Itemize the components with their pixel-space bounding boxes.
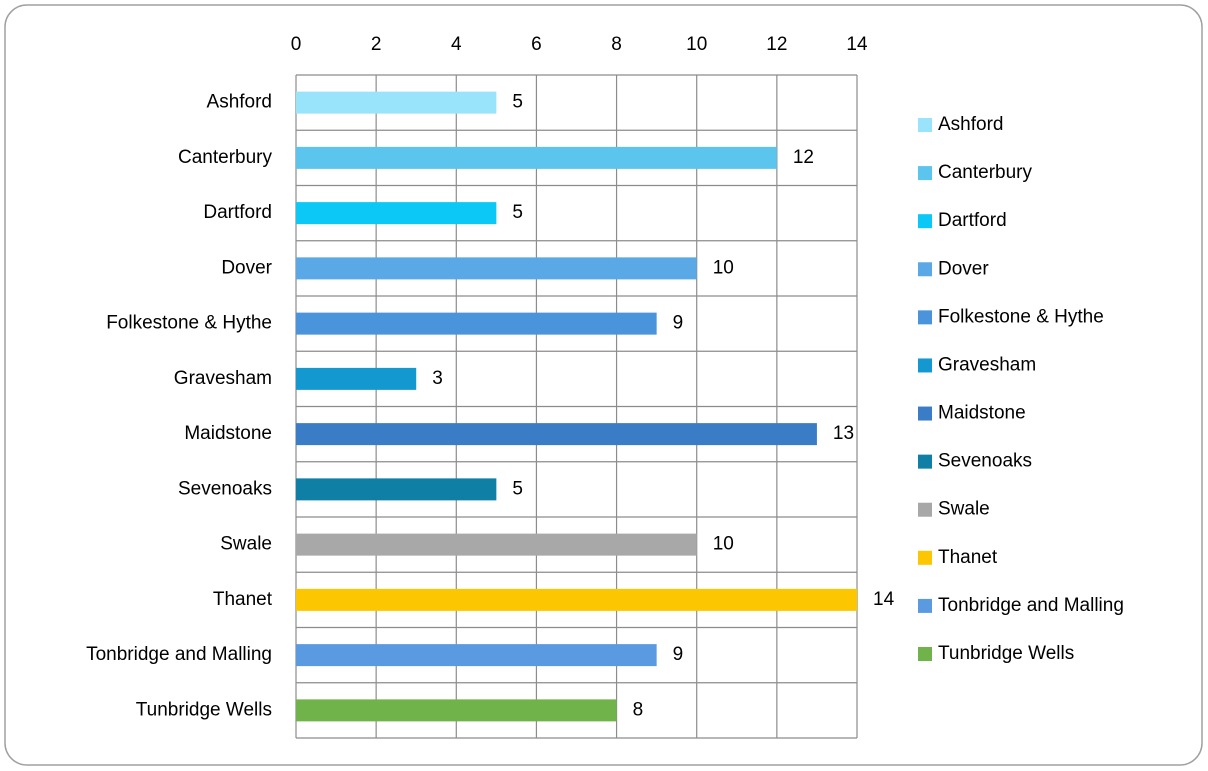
legend-swatch (918, 406, 932, 421)
x-tick-label: 6 (531, 34, 542, 55)
data-label: 9 (673, 313, 684, 334)
bar (296, 423, 817, 446)
bar (296, 644, 657, 667)
y-tick-label: Gravesham (174, 368, 272, 389)
data-label: 8 (633, 699, 644, 720)
legend-label: Swale (938, 499, 990, 520)
data-label: 14 (873, 589, 895, 610)
legend-swatch (918, 502, 932, 517)
bar (296, 91, 497, 114)
y-tick-label: Tonbridge and Malling (86, 644, 272, 665)
legend-label: Thanet (938, 547, 998, 568)
x-tick-label: 2 (371, 34, 382, 55)
y-tick-label: Tunbridge Wells (136, 699, 272, 720)
x-tick-label: 14 (846, 34, 868, 55)
legend-label: Canterbury (938, 162, 1032, 183)
legend-swatch (918, 358, 932, 373)
legend-swatch (918, 262, 932, 277)
x-tick-label: 8 (611, 34, 622, 55)
data-label: 13 (833, 423, 854, 444)
y-tick-label: Thanet (213, 589, 273, 610)
data-label: 10 (713, 534, 734, 555)
x-tick-label: 4 (451, 34, 462, 55)
legend-label: Dartford (938, 210, 1007, 231)
legend-swatch (918, 118, 932, 132)
legend-swatch (918, 166, 932, 181)
data-label: 9 (673, 644, 684, 665)
bar (296, 478, 497, 501)
data-label: 3 (432, 368, 443, 389)
bar (296, 146, 777, 169)
data-label: 5 (512, 92, 523, 113)
legend-label: Dover (938, 258, 989, 279)
y-tick-label: Ashford (207, 92, 272, 113)
legend-swatch (918, 454, 932, 469)
data-label: 5 (512, 478, 523, 499)
x-tick-label: 10 (686, 34, 707, 55)
y-tick-label: Dartford (203, 202, 272, 223)
y-tick-label: Folkestone & Hythe (106, 313, 272, 334)
legend-label: Tonbridge and Malling (938, 595, 1124, 616)
x-tick-label: 0 (291, 34, 302, 55)
bar (296, 588, 857, 611)
legend-label: Gravesham (938, 354, 1036, 375)
y-tick-label: Maidstone (184, 423, 272, 444)
y-tick-label: Canterbury (178, 147, 272, 168)
y-tick-label: Swale (220, 534, 272, 555)
legend-swatch (918, 550, 932, 565)
bar (296, 699, 617, 722)
data-label: 12 (793, 147, 814, 168)
bar (296, 367, 417, 390)
bar (296, 202, 497, 225)
bar (296, 312, 657, 335)
bar (296, 257, 697, 280)
x-tick-label: 12 (766, 34, 787, 55)
legend-swatch (918, 310, 932, 325)
legend-label: Folkestone & Hythe (938, 306, 1104, 327)
legend-swatch (918, 214, 932, 229)
bar (296, 533, 697, 556)
legend-swatch (918, 647, 932, 661)
legend-swatch (918, 598, 932, 613)
legend-label: Ashford (938, 114, 1003, 135)
data-label: 10 (713, 257, 734, 278)
y-tick-label: Dover (221, 257, 272, 278)
y-tick-label: Sevenoaks (178, 478, 272, 499)
legend-label: Maidstone (938, 403, 1026, 424)
chart-frame (4, 4, 1203, 766)
data-label: 5 (512, 202, 523, 223)
legend-label: Tunbridge Wells (938, 643, 1074, 664)
legend-label: Sevenoaks (938, 451, 1032, 472)
